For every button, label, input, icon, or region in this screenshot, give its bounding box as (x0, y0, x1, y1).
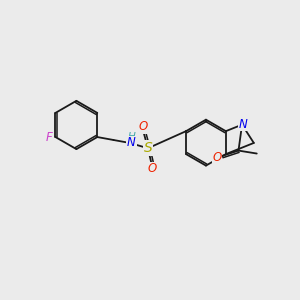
Text: N: N (238, 118, 247, 130)
Text: F: F (46, 130, 52, 143)
Text: O: O (147, 162, 157, 175)
Text: H: H (128, 132, 135, 142)
Text: N: N (127, 136, 136, 149)
Text: S: S (144, 141, 152, 155)
Text: O: O (212, 151, 222, 164)
Text: O: O (138, 120, 148, 133)
